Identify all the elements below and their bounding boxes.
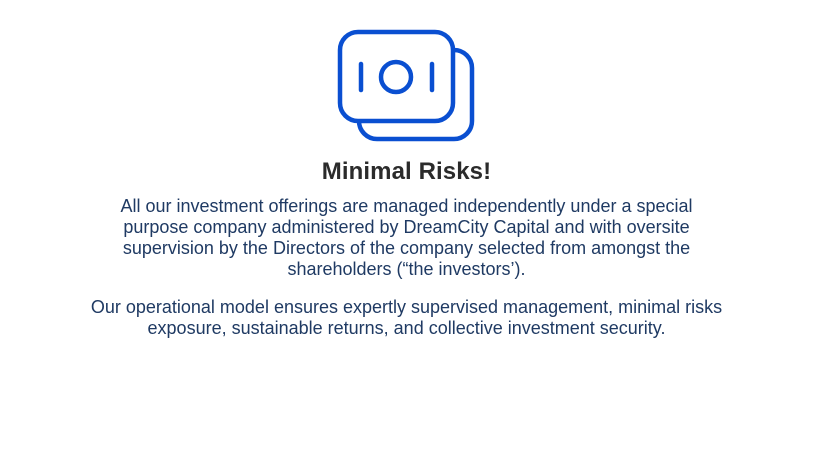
feature-description: All our investment offerings are managed… — [0, 196, 813, 280]
money-notes-icon — [335, 28, 479, 144]
description-line: supervision by the Directors of the comp… — [122, 238, 691, 258]
operational-model-line: exposure, sustainable returns, and colle… — [147, 318, 666, 338]
feature-title: Minimal Risks! — [321, 158, 492, 185]
description-line: shareholders (“the investors’). — [287, 259, 526, 279]
description-line: purpose company administered by DreamCit… — [123, 217, 690, 237]
operational-model-line: Our operational model ensures expertly s… — [90, 297, 723, 317]
feature-operational-model: Our operational model ensures expertly s… — [0, 297, 813, 339]
description-line: All our investment offerings are managed… — [120, 196, 693, 216]
